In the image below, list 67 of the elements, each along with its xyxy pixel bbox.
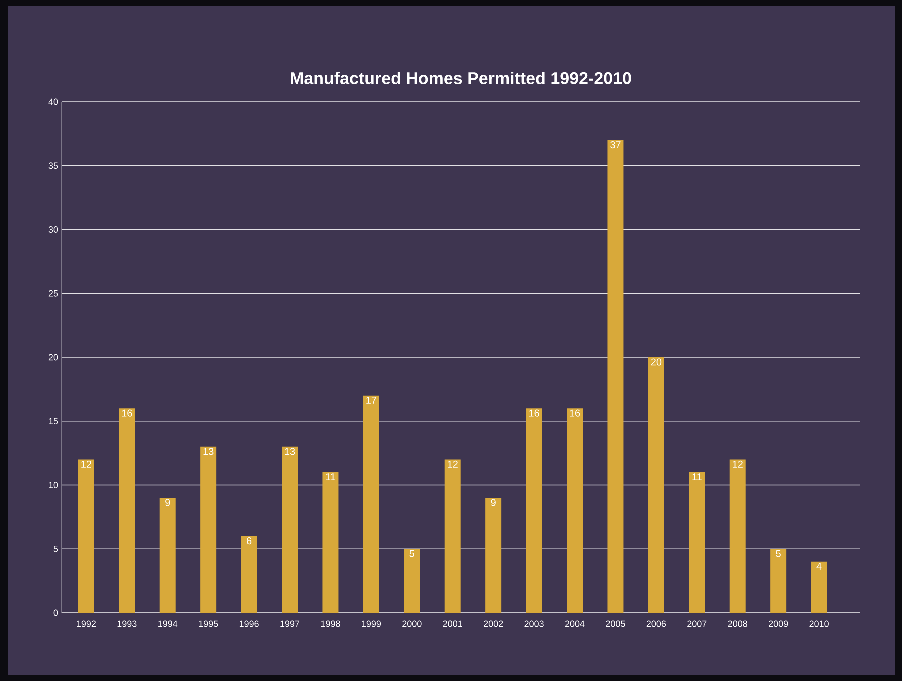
y-tick-label: 25 [48, 290, 58, 297]
x-tick-label: 1993 [118, 620, 137, 628]
x-tick-label: 2002 [484, 620, 504, 628]
bar [689, 472, 706, 613]
y-tick-label: 30 [48, 226, 58, 233]
x-tick-label: 2008 [728, 620, 748, 628]
bar [526, 408, 542, 613]
x-tick-label: 1995 [199, 620, 218, 628]
x-tick-label: 1994 [158, 620, 178, 628]
x-tick-label: 2007 [688, 620, 707, 628]
y-tick-label: 10 [49, 482, 58, 488]
data-label: 6 [247, 538, 252, 545]
x-tick-label: 1997 [280, 620, 300, 628]
bar [322, 472, 339, 613]
data-label: 5 [410, 550, 415, 558]
bar [78, 460, 94, 613]
data-label: 13 [285, 448, 296, 456]
x-tick-label: 2004 [565, 620, 585, 628]
bar [730, 460, 746, 613]
y-tick-label: 5 [54, 546, 58, 552]
x-tick-label: 2003 [524, 620, 544, 628]
x-tick-label: 2005 [606, 620, 626, 628]
y-tick-label: 0 [54, 610, 58, 616]
data-label: 11 [692, 474, 702, 481]
x-tick-label: 2006 [646, 620, 666, 628]
chart-title: Manufactured Homes Permitted 1992-2010 [291, 72, 632, 84]
bar [811, 562, 828, 613]
x-tick-label: 2009 [769, 620, 788, 628]
data-label: 16 [570, 410, 580, 417]
y-tick-label: 20 [48, 354, 58, 361]
x-tick-label: 1992 [77, 620, 96, 628]
bar [282, 446, 298, 613]
y-tick-label: 35 [48, 162, 58, 170]
data-label: 13 [204, 448, 214, 456]
bar [160, 498, 176, 613]
bar [241, 536, 258, 613]
bar [404, 549, 420, 613]
data-label: 16 [122, 410, 132, 417]
data-label: 12 [448, 460, 458, 468]
data-label: 16 [530, 410, 540, 417]
data-label: 37 [610, 142, 621, 149]
data-label: 4 [816, 563, 822, 570]
bar [608, 140, 624, 613]
bar [200, 446, 217, 613]
y-tick-label: 40 [48, 98, 58, 106]
bar [486, 498, 502, 613]
x-tick-label: 2010 [810, 620, 829, 628]
bar [363, 396, 380, 613]
data-label: 11 [326, 474, 336, 481]
data-label: 12 [82, 460, 92, 468]
x-tick-label: 1999 [362, 620, 382, 628]
x-tick-label: 1996 [240, 620, 259, 628]
data-label: 12 [733, 460, 743, 468]
bar [770, 549, 787, 613]
data-label: 5 [776, 550, 781, 558]
bar [567, 408, 584, 613]
data-label: 9 [166, 499, 170, 506]
data-label: 20 [651, 358, 662, 366]
x-tick-label: 2001 [443, 620, 462, 628]
bar [648, 357, 664, 613]
bar [119, 408, 136, 613]
data-label: 17 [366, 397, 376, 404]
bar [444, 460, 461, 613]
x-tick-label: 2000 [402, 620, 422, 628]
y-tick-label: 15 [49, 418, 58, 425]
x-tick-label: 1998 [321, 620, 340, 628]
data-label: 9 [491, 499, 496, 506]
